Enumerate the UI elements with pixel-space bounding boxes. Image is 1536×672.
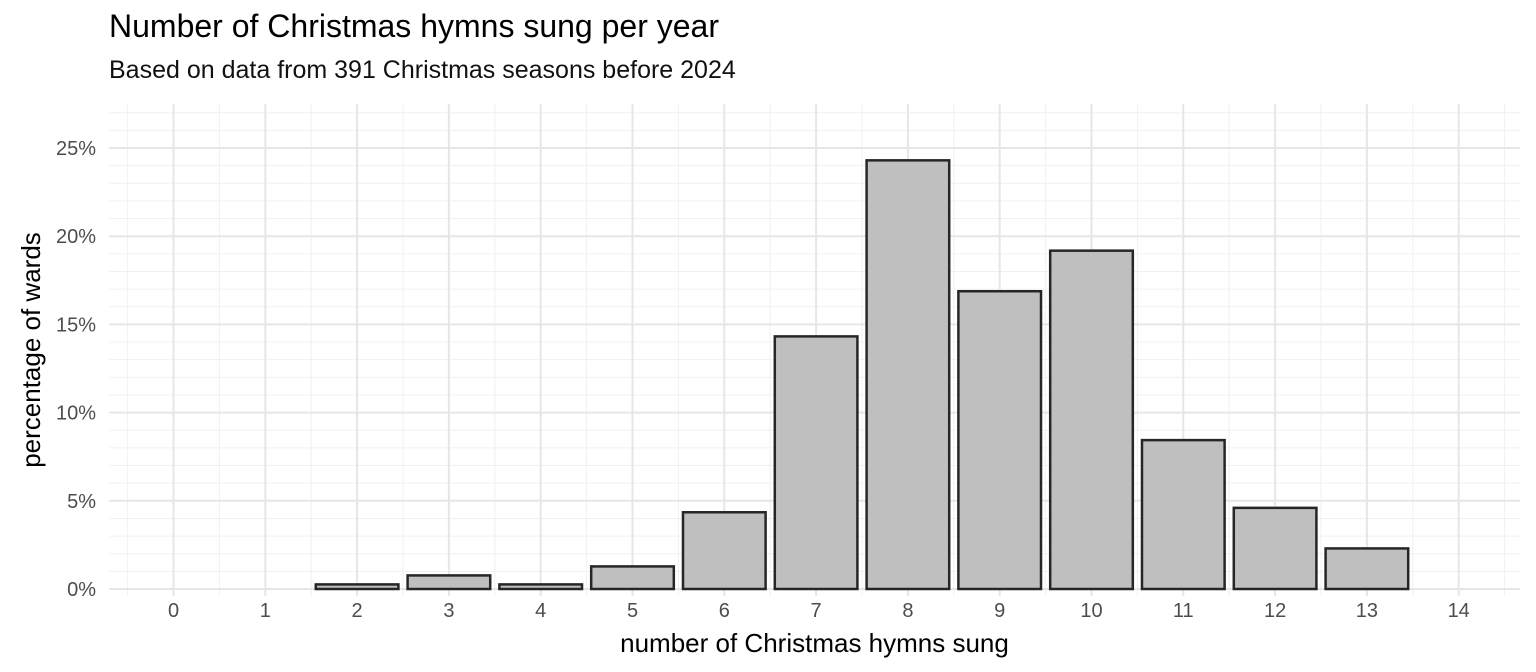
bar-11 [1140, 438, 1226, 591]
y-tick-label: 10% [56, 403, 96, 425]
x-tick-label: 4 [535, 600, 546, 622]
y-tick-label: 20% [56, 226, 96, 248]
x-tick-label: 14 [1448, 600, 1470, 622]
y-tick-label: 25% [56, 138, 96, 160]
bar-8 [865, 159, 951, 591]
bar-4 [498, 583, 584, 591]
chart-subtitle: Based on data from 391 Christmas seasons… [109, 56, 736, 84]
bar-13 [1324, 547, 1410, 591]
x-tick-label: 6 [719, 600, 730, 622]
x-tick-label: 13 [1356, 600, 1378, 622]
x-tick-label: 9 [994, 600, 1005, 622]
x-tick-label: 11 [1173, 600, 1194, 622]
bar-7 [773, 335, 859, 591]
x-tick-label: 5 [627, 600, 638, 622]
x-tick-label: 0 [168, 600, 179, 622]
y-tick-labels: 0% 5% 10% 15% 20% 25% [56, 138, 96, 601]
bars [314, 159, 1410, 591]
x-tick-label: 3 [443, 600, 454, 622]
bar-2 [314, 583, 400, 591]
bar-12 [1232, 506, 1318, 591]
x-tick-labels: 0 1 2 3 4 5 6 7 8 9 10 11 12 13 14 [168, 600, 1470, 622]
bar-5 [589, 565, 676, 591]
x-tick-label: 12 [1264, 600, 1286, 622]
y-tick-label: 0% [67, 579, 96, 601]
x-tick-label: 10 [1080, 600, 1102, 622]
y-tick-label: 15% [56, 314, 96, 336]
x-tick-label: 1 [260, 600, 271, 622]
x-tick-label: 7 [811, 600, 822, 622]
bar-6 [681, 511, 767, 591]
x-tick-label: 8 [902, 600, 913, 622]
bar-3 [406, 574, 492, 591]
bar-9 [957, 289, 1043, 591]
y-axis-title: percentage of wards [16, 232, 46, 468]
y-tick-label: 5% [67, 491, 96, 513]
chart-title: Number of Christmas hymns sung per year [109, 8, 719, 44]
x-axis-title: number of Christmas hymns sung [620, 628, 1009, 658]
x-tick-label: 2 [352, 600, 363, 622]
bar-10 [1048, 249, 1135, 591]
